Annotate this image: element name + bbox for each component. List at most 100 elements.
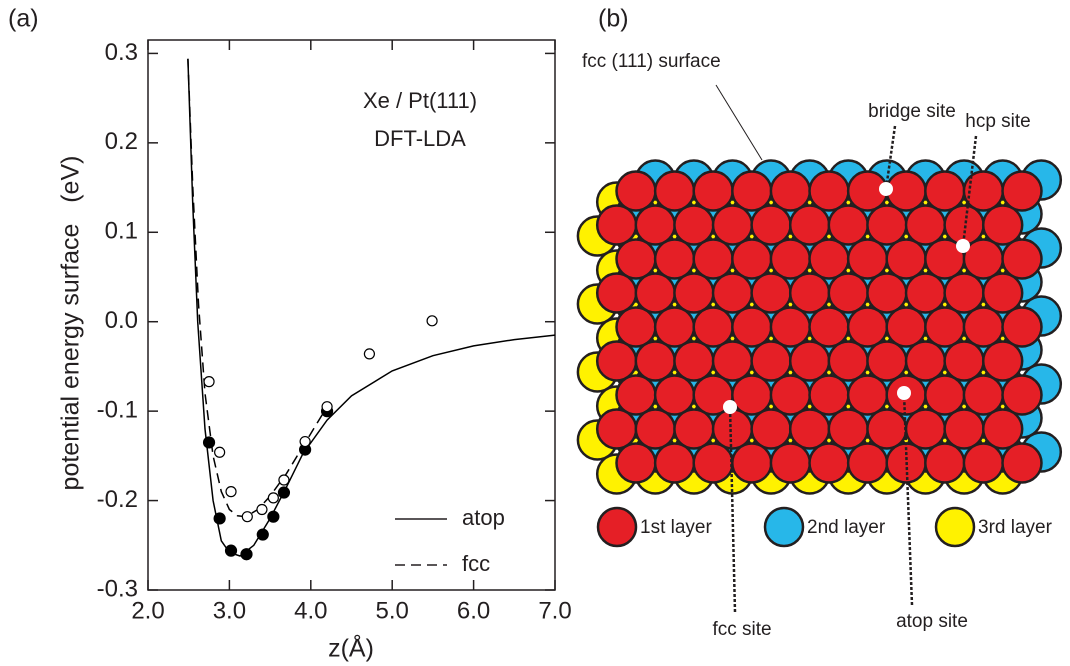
- atom: [808, 238, 850, 280]
- data-point: [256, 528, 269, 541]
- data-point: [267, 510, 280, 523]
- atom: [924, 170, 966, 212]
- atom: [750, 272, 792, 314]
- atom: [673, 204, 715, 246]
- x-tick-label: 5.0: [376, 597, 409, 624]
- y-tick-label: -0.3: [97, 575, 138, 602]
- atom: [731, 238, 773, 280]
- atom: [653, 170, 696, 212]
- atom: [866, 204, 908, 246]
- data-point: [225, 486, 237, 498]
- atom: [711, 204, 754, 246]
- atom: [846, 306, 889, 348]
- atom: [769, 442, 812, 484]
- atom: [904, 204, 947, 246]
- atom: [981, 272, 1024, 314]
- atom: [943, 408, 985, 450]
- atom: [904, 272, 947, 314]
- atom: [692, 238, 734, 280]
- atom: [827, 204, 870, 246]
- atom: [692, 442, 734, 484]
- annotation: DFT-LDA: [374, 126, 466, 151]
- atom: [769, 374, 812, 416]
- atom: [981, 204, 1024, 246]
- data-point: [278, 474, 290, 486]
- atom: [788, 340, 831, 382]
- site-marker: [723, 400, 737, 414]
- x-tick-label: 7.0: [538, 597, 571, 624]
- legend-atom: [763, 506, 805, 548]
- atom: [595, 408, 638, 450]
- atom: [673, 408, 715, 450]
- panel-label: (b): [598, 5, 629, 33]
- atom: [885, 238, 927, 280]
- atom: [943, 204, 985, 246]
- leader-line: [961, 135, 978, 247]
- site-label: bridge site: [868, 101, 956, 122]
- atom: [653, 374, 696, 416]
- atom: [904, 408, 947, 450]
- atom: [1001, 306, 1043, 348]
- annotation: Xe / Pt(111): [363, 88, 477, 113]
- data-point: [213, 512, 226, 525]
- surface-label: fcc (111) surface: [582, 51, 721, 72]
- atom: [769, 238, 812, 280]
- y-axis-label: potential energy surface (eV): [57, 156, 85, 491]
- data-point: [224, 544, 238, 557]
- data-point: [267, 492, 279, 504]
- atom: [808, 306, 850, 348]
- diagram: (b) fcc (111) surface bridge site hcp si…: [576, 5, 1063, 640]
- atom: [827, 408, 870, 450]
- x-tick-label: 3.0: [213, 597, 246, 624]
- leader-line: [902, 392, 914, 606]
- curve: [187, 58, 556, 557]
- legend-atom: [934, 506, 976, 548]
- atom: [943, 272, 985, 314]
- atom: [653, 306, 696, 348]
- atom: [615, 306, 657, 348]
- data-point: [321, 401, 333, 413]
- site-markers: [723, 182, 970, 414]
- site-marker: [956, 239, 970, 253]
- atom: [924, 442, 966, 484]
- data-point: [426, 315, 438, 327]
- atom: [711, 408, 754, 450]
- data-point: [203, 376, 215, 388]
- x-axis-label: z(Å): [328, 633, 374, 663]
- y-tick-label: -0.1: [97, 396, 138, 423]
- atom-layers: [576, 159, 1063, 495]
- atom: [924, 306, 966, 348]
- y-tick-label: 0.2: [105, 128, 138, 155]
- data-point: [299, 435, 311, 448]
- legend-atom: [596, 506, 638, 548]
- legend-label: fcc: [462, 551, 490, 576]
- layer-label: 1st layer: [640, 517, 712, 538]
- atom: [731, 374, 773, 416]
- atom: [692, 170, 734, 212]
- x-tick-label: 6.0: [457, 597, 490, 624]
- atom: [653, 442, 696, 484]
- atom: [866, 408, 908, 450]
- atom: [673, 272, 715, 314]
- atom: [1001, 170, 1043, 212]
- site-label: fcc site: [712, 619, 771, 640]
- x-tick-label: 2.0: [131, 597, 164, 624]
- atom: [750, 204, 792, 246]
- atom: [846, 238, 889, 280]
- atom: [981, 340, 1024, 382]
- atom: [750, 340, 792, 382]
- x-tick-label: 4.0: [294, 597, 327, 624]
- leader-line: [884, 125, 897, 190]
- atom: [788, 204, 831, 246]
- site-label: hcp site: [965, 111, 1030, 132]
- plot-frame: [147, 39, 556, 591]
- atom: [981, 408, 1024, 450]
- site-marker: [879, 182, 893, 196]
- panel-label: (a): [8, 5, 39, 33]
- atom: [711, 272, 754, 314]
- data-point: [256, 503, 268, 516]
- atom: [692, 306, 734, 348]
- atom: [866, 340, 908, 382]
- atom: [1001, 442, 1043, 484]
